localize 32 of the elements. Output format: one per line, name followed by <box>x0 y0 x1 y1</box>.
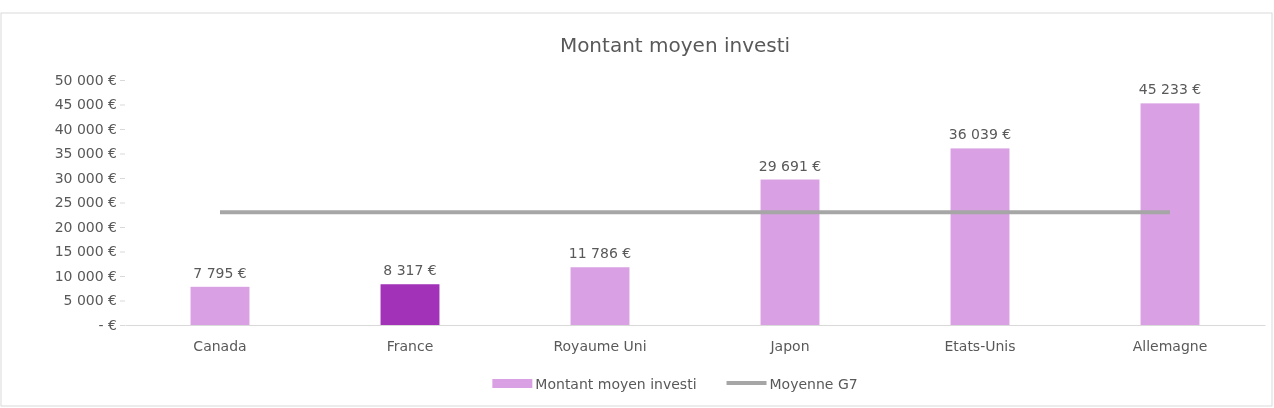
y-tick-label: - € <box>98 316 117 333</box>
data-label: 11 786 € <box>568 245 632 262</box>
bar <box>570 267 630 325</box>
x-tick-label: France <box>386 337 434 354</box>
data-label: 29 691 € <box>758 157 822 174</box>
bar <box>190 286 250 325</box>
data-label: 45 233 € <box>1138 81 1202 98</box>
y-tick-label: 30 000 € <box>54 169 117 186</box>
y-tick-label: 10 000 € <box>54 267 117 284</box>
x-tick-label: Royaume Uni <box>553 337 647 354</box>
legend-label: Montant moyen investi <box>535 376 697 392</box>
y-tick-label: 40 000 € <box>54 120 117 137</box>
bar <box>1140 103 1200 325</box>
bar <box>380 284 440 325</box>
data-label: 7 795 € <box>193 264 247 281</box>
data-label: 36 039 € <box>948 126 1012 143</box>
y-tick-label: 35 000 € <box>54 145 117 162</box>
legend-label: Moyenne G7 <box>769 376 858 392</box>
x-tick-label: Etats-Unis <box>944 337 1016 354</box>
x-tick-label: Allemagne <box>1132 337 1208 354</box>
bar <box>760 179 820 325</box>
y-tick-label: 5 000 € <box>63 292 117 309</box>
y-tick-label: 50 000 € <box>54 71 117 88</box>
chart-title: Montant moyen investi <box>559 33 791 57</box>
bar <box>950 148 1010 325</box>
x-tick-label: Japon <box>769 337 810 354</box>
y-tick-label: 20 000 € <box>54 218 117 235</box>
y-tick-label: 45 000 € <box>54 96 117 113</box>
y-tick-label: 25 000 € <box>54 194 117 211</box>
y-tick-label: 15 000 € <box>54 243 117 260</box>
data-label: 8 317 € <box>383 262 437 279</box>
x-tick-label: Canada <box>193 337 247 354</box>
